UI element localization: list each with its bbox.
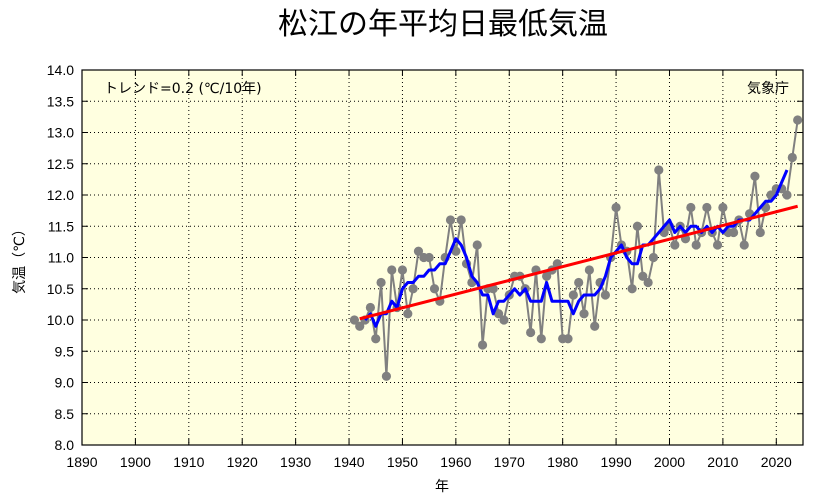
x-tick-label: 1900 [120, 454, 151, 470]
annual-point [493, 309, 504, 319]
y-tick-label: 10.0 [47, 312, 74, 328]
x-axis: 1890 1900 1910 1920 1930 1940 1950 1960 1970 1980… [66, 70, 792, 470]
annual-point [408, 284, 418, 294]
annual-point [702, 202, 712, 213]
annual-point [718, 202, 728, 213]
annual-point [568, 290, 578, 300]
y-tick-label: 11.0 [48, 250, 74, 266]
source-label: 気象庁 [747, 81, 789, 97]
y-tick-label: 13.0 [47, 125, 74, 141]
annual-point [691, 240, 701, 250]
annual-point [397, 265, 408, 275]
annual-point [429, 284, 440, 294]
annual-point [376, 277, 386, 288]
trend-annotation: トレンド=0.2 (℃/10年) [104, 81, 262, 97]
x-tick-label: 1930 [280, 454, 311, 470]
y-tick-label: 11.5 [48, 218, 74, 234]
x-tick-label: 1960 [440, 454, 471, 470]
annual-point [349, 315, 359, 325]
annual-point [793, 115, 803, 125]
x-tick-label: 1950 [387, 454, 418, 470]
annual-series [349, 115, 803, 381]
annual-point [403, 309, 413, 319]
trend-line [359, 204, 799, 321]
x-tick-label: 1990 [600, 454, 631, 470]
annual-point [365, 302, 375, 313]
trend-series [359, 204, 799, 321]
x-tick-label: 1890 [66, 454, 97, 470]
annual-point [355, 321, 365, 331]
y-tick-label: 13.5 [47, 93, 74, 109]
annual-point [477, 340, 488, 350]
annual-point [381, 371, 392, 381]
annual-point [542, 271, 552, 281]
annual-point [387, 265, 397, 275]
y-axis: 8.0 8.5 9.0 9.5 10.0 10.5 11.0 11.5 12.0 12.5 13.0… [47, 62, 803, 453]
annual-point [579, 309, 589, 319]
annual-point [728, 227, 739, 238]
annual-point [456, 215, 466, 225]
y-tick-label: 12.0 [47, 187, 74, 203]
y-tick-label: 14.0 [47, 62, 74, 78]
annual-point [648, 252, 659, 263]
y-axis-label: 気温（℃） [12, 222, 28, 294]
annual-point [499, 315, 509, 325]
grid-lines [82, 70, 803, 445]
annual-point [654, 165, 664, 175]
annual-point [750, 171, 760, 181]
annual-point [787, 152, 797, 163]
y-tick-label: 9.5 [55, 343, 75, 359]
annual-point [445, 215, 456, 225]
plot-frame [81, 69, 804, 446]
annual-point [638, 271, 648, 281]
annual-point [600, 290, 610, 300]
x-tick-label: 1910 [173, 454, 204, 470]
annual-point [472, 240, 482, 250]
x-tick-label: 2000 [654, 454, 685, 470]
annual-point [739, 240, 749, 250]
y-tick-label: 12.5 [47, 156, 74, 172]
annual-point [526, 327, 536, 338]
annual-point [574, 277, 584, 288]
annual-point [643, 277, 653, 288]
x-tick-label: 2020 [761, 454, 792, 470]
annual-point [413, 246, 424, 256]
x-axis-label: 年 [435, 479, 449, 495]
annual-point [424, 252, 434, 263]
y-tick-label: 8.5 [55, 406, 75, 422]
x-tick-label: 1920 [227, 454, 258, 470]
annual-point [632, 221, 643, 231]
x-tick-label: 1970 [494, 454, 525, 470]
annual-point [627, 284, 637, 294]
annual-point [590, 321, 600, 331]
chart-title: 松江の年平均日最低気温 [278, 7, 608, 42]
y-tick-label: 10.5 [47, 281, 74, 297]
annual-point [755, 227, 765, 238]
x-tick-label: 1980 [547, 454, 578, 470]
y-tick-label: 9.0 [55, 375, 75, 391]
annual-point [451, 246, 461, 256]
annual-point [371, 334, 381, 344]
x-tick-label: 2010 [707, 454, 738, 470]
annual-point [712, 240, 723, 250]
annual-point [670, 240, 680, 250]
annual-point [563, 334, 573, 344]
y-tick-label: 8.0 [55, 437, 75, 453]
x-tick-label: 1940 [333, 454, 364, 470]
annual-point [611, 202, 621, 213]
annual-point [782, 190, 792, 200]
annual-point [686, 202, 696, 213]
annual-point [536, 334, 546, 344]
annual-point [584, 265, 594, 275]
